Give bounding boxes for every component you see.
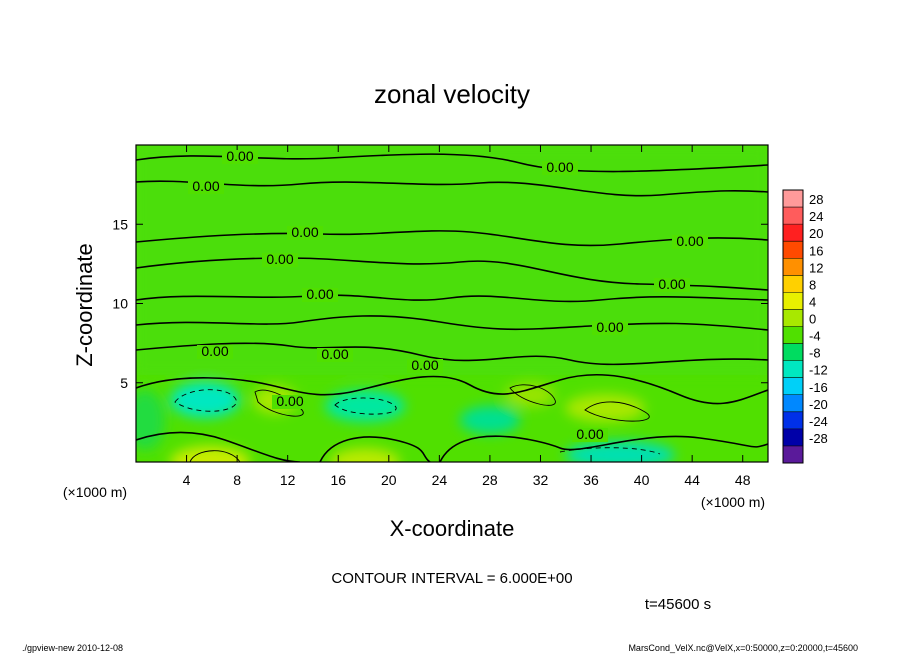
- contour-label-bg: [592, 321, 628, 335]
- x-tick-label: 44: [684, 472, 700, 488]
- contour-label-bg: [287, 226, 323, 240]
- footer-left: ./gpview-new 2010-12-08: [22, 643, 123, 653]
- chart-title: zonal velocity: [374, 79, 530, 109]
- contour-label-bg: [272, 395, 308, 409]
- x-tick-label: 20: [381, 472, 397, 488]
- contour-label: 0.00: [192, 178, 219, 194]
- colorbar-swatch: [783, 292, 803, 310]
- y-tick-label: 5: [120, 375, 128, 391]
- colorbar-swatch: [783, 343, 803, 361]
- contour-label: 0.00: [266, 251, 293, 267]
- x-tick-label: 4: [183, 472, 191, 488]
- field-shading: [136, 145, 768, 462]
- colorbar-label: -4: [809, 329, 821, 344]
- contour-label-bg: [317, 348, 353, 362]
- contour-label: 0.00: [411, 357, 438, 373]
- contour-label-bg: [262, 253, 298, 267]
- x-axis-label: X-coordinate: [390, 516, 515, 541]
- colorbar-label: -12: [809, 363, 828, 378]
- colorbar-label: -20: [809, 397, 828, 412]
- colorbar-label: 12: [809, 260, 823, 275]
- contour-label: 0.00: [226, 148, 253, 164]
- colorbar-label: 16: [809, 243, 823, 258]
- time-label: t=45600 s: [645, 596, 711, 613]
- x-tick-label: 24: [432, 472, 448, 488]
- contour-label-bg: [197, 345, 233, 359]
- contour-label: 0.00: [658, 276, 685, 292]
- x-tick-label: 40: [634, 472, 650, 488]
- contour-label-bg: [572, 428, 608, 442]
- x-tick-label: 8: [233, 472, 241, 488]
- colorbar-label: 4: [809, 294, 816, 309]
- contour-label: 0.00: [201, 343, 228, 359]
- y-tick-label: 10: [112, 296, 128, 312]
- contour-label: 0.00: [321, 346, 348, 362]
- colorbar-swatch: [783, 326, 803, 344]
- contour-interval: CONTOUR INTERVAL = 6.000E+00: [331, 570, 572, 587]
- x-tick-label: 28: [482, 472, 498, 488]
- contour-label: 0.00: [306, 286, 333, 302]
- colorbar-label: -8: [809, 346, 821, 361]
- colorbar-swatch: [783, 411, 803, 429]
- colorbar-swatch: [783, 360, 803, 378]
- x-unit-label: (×1000 m): [701, 494, 765, 510]
- y-axis-label: Z-coordinate: [72, 243, 97, 367]
- footer-right: MarsCond_VelX.nc@VelX,x=0:50000,z=0:2000…: [628, 643, 858, 653]
- colorbar-swatch: [783, 258, 803, 276]
- colorbar-label: 0: [809, 312, 816, 327]
- contour-label-bg: [654, 278, 690, 292]
- x-tick-label: 32: [533, 472, 549, 488]
- colorbar-label: 24: [809, 209, 823, 224]
- contour-label: 0.00: [676, 233, 703, 249]
- x-tick-label: 48: [735, 472, 751, 488]
- x-tick-label: 12: [280, 472, 296, 488]
- colorbar-label: 20: [809, 226, 823, 241]
- x-unit-label: (×1000 m): [63, 484, 127, 500]
- colorbar-swatch: [783, 309, 803, 327]
- contour-label: 0.00: [291, 224, 318, 240]
- colorbar-label: -28: [809, 431, 828, 446]
- x-tick-label: 36: [583, 472, 599, 488]
- contour-label: 0.00: [546, 159, 573, 175]
- x-tick-label: 16: [330, 472, 346, 488]
- colorbar-swatch: [783, 207, 803, 225]
- contour-label-bg: [672, 235, 708, 249]
- contour-label-bg: [222, 150, 258, 164]
- contour-label: 0.00: [596, 319, 623, 335]
- contour-field: [136, 145, 768, 462]
- y-tick-label: 15: [112, 216, 128, 232]
- contour-label-bg: [188, 180, 224, 194]
- contour-label-bg: [407, 359, 443, 373]
- colorbar-swatch: [783, 275, 803, 293]
- colorbar-label: 28: [809, 192, 823, 207]
- colorbar-label: -16: [809, 380, 828, 395]
- colorbar-label: 8: [809, 277, 816, 292]
- colorbar-swatch: [783, 445, 803, 463]
- colorbar-swatch: [783, 428, 803, 446]
- colorbar-swatch: [783, 241, 803, 259]
- colorbar-swatch: [783, 224, 803, 242]
- contour-label: 0.00: [576, 426, 603, 442]
- colorbar-label: -24: [809, 414, 828, 429]
- contour-label-bg: [542, 161, 578, 175]
- colorbar-swatch: [783, 190, 803, 208]
- colorbar-swatch: [783, 394, 803, 412]
- contour-label: 0.00: [276, 393, 303, 409]
- contour-label-bg: [302, 288, 338, 302]
- colorbar-swatch: [783, 377, 803, 395]
